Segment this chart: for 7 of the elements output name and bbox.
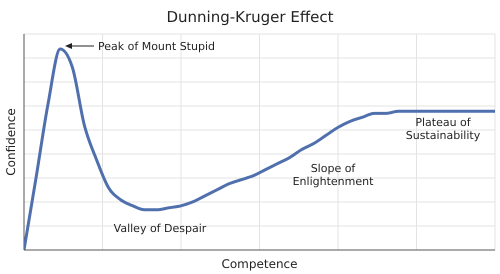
annotation: Plateau of Sustainability <box>406 116 481 142</box>
annotation: Slope of Enlightenment <box>292 162 374 188</box>
annotation: Peak of Mount Stupid <box>98 40 215 53</box>
x-axis-title: Competence <box>221 257 298 271</box>
annotation: Valley of Despair <box>114 222 207 235</box>
y-axis-title: Confidence <box>4 108 18 176</box>
chart-title: Dunning-Kruger Effect <box>166 8 334 26</box>
